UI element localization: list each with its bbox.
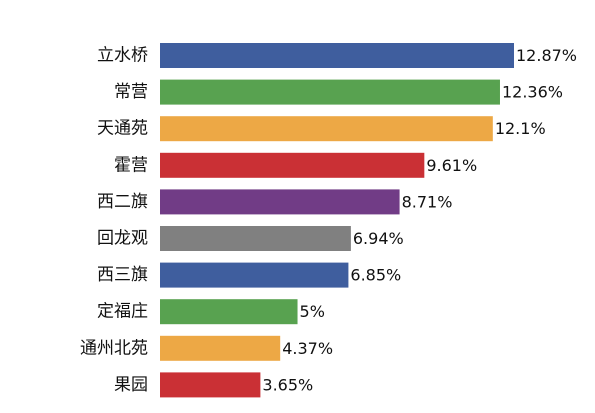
value-label: 6.94% (353, 229, 404, 248)
category-label: 常营 (114, 82, 148, 102)
bar (160, 299, 298, 325)
value-label: 9.61% (426, 156, 477, 175)
category-label: 霍营 (114, 155, 148, 175)
bar (160, 152, 425, 178)
category-label: 西二旗 (97, 192, 148, 212)
bar (160, 79, 500, 105)
bar (160, 372, 261, 398)
value-label: 4.37% (282, 339, 333, 358)
category-label: 定福庄 (97, 302, 148, 322)
bar (160, 43, 514, 68)
bar (160, 335, 281, 361)
category-label: 西三旗 (97, 265, 148, 285)
category-label: 回龙观 (97, 229, 148, 249)
bar (160, 226, 351, 251)
value-label: 12.87% (516, 46, 577, 65)
bar (160, 116, 493, 142)
value-label: 8.71% (402, 192, 453, 211)
category-label: 立水桥 (97, 46, 148, 66)
bar (160, 262, 349, 288)
category-label: 通州北苑 (80, 338, 148, 358)
category-label: 天通苑 (97, 119, 148, 139)
value-label: 12.36% (502, 83, 563, 102)
value-label: 3.65% (262, 375, 313, 394)
value-label: 12.1% (495, 119, 546, 138)
bar (160, 189, 400, 215)
value-label: 6.85% (350, 266, 401, 285)
value-label: 5% (300, 302, 325, 321)
category-label: 果园 (114, 375, 148, 395)
